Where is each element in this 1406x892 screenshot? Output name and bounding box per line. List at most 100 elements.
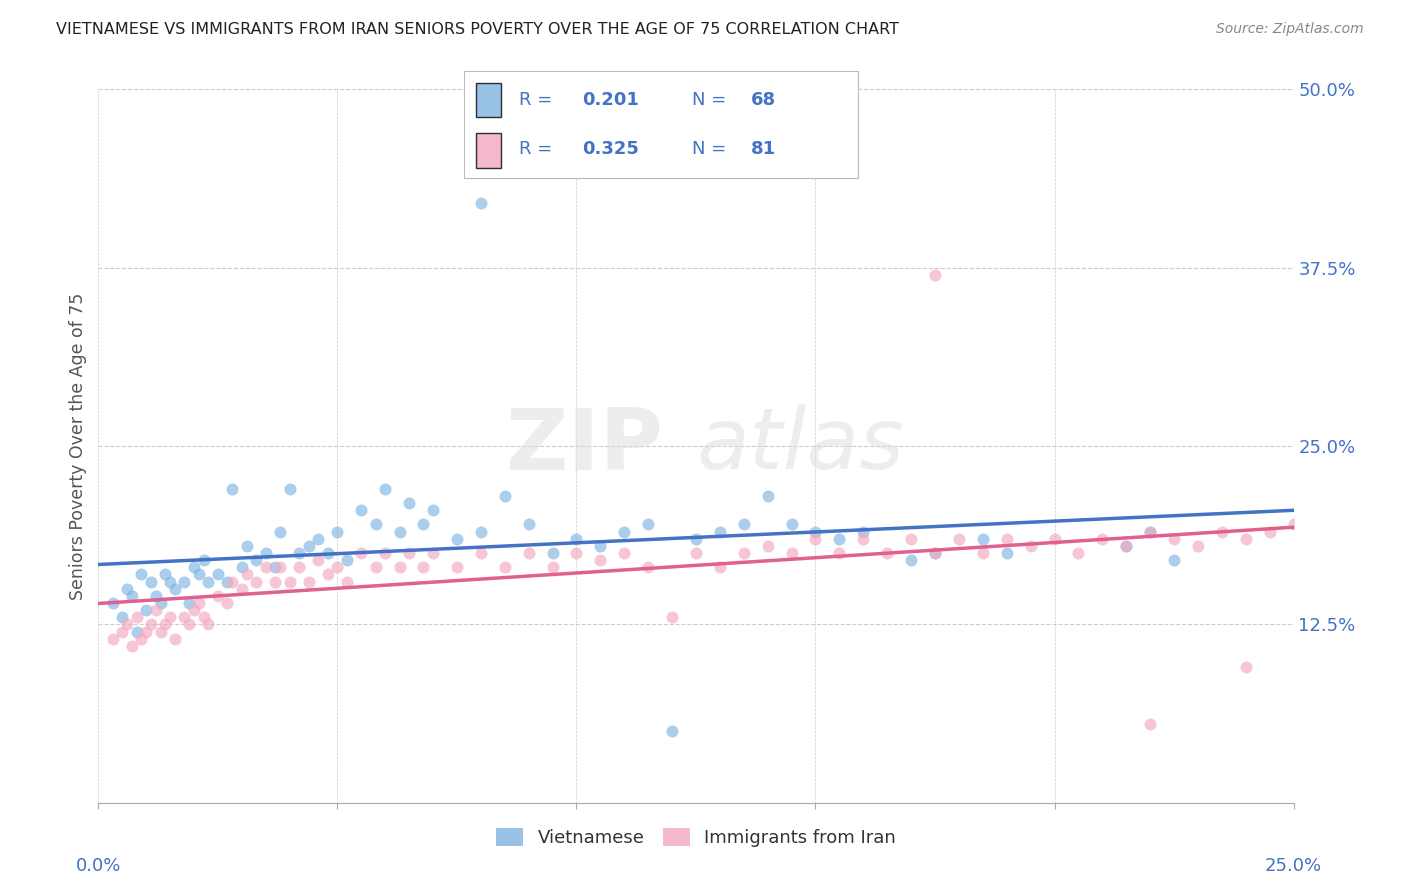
Point	[155, 617, 177, 632]
Point	[111, 624, 134, 639]
Point	[316, 567, 339, 582]
Point	[1234, 660, 1257, 674]
Point	[197, 617, 219, 632]
Point	[613, 546, 636, 560]
Point	[350, 546, 373, 560]
Point	[733, 546, 755, 560]
Point	[307, 532, 329, 546]
Point	[876, 546, 898, 560]
Point	[541, 560, 564, 574]
Point	[637, 517, 659, 532]
Point	[326, 560, 349, 574]
Point	[804, 532, 827, 546]
Point	[972, 532, 994, 546]
Point	[685, 546, 707, 560]
Point	[173, 574, 195, 589]
Point	[613, 524, 636, 539]
FancyBboxPatch shape	[475, 83, 502, 118]
Point	[1115, 539, 1137, 553]
Point	[307, 553, 329, 567]
Legend: Vietnamese, Immigrants from Iran: Vietnamese, Immigrants from Iran	[489, 821, 903, 855]
Point	[995, 532, 1018, 546]
Point	[179, 596, 201, 610]
Point	[972, 546, 994, 560]
Point	[121, 589, 143, 603]
Point	[364, 560, 387, 574]
Point	[336, 553, 359, 567]
Point	[900, 532, 922, 546]
Point	[187, 596, 209, 610]
Point	[316, 546, 339, 560]
Point	[101, 596, 124, 610]
Point	[221, 574, 243, 589]
Point	[187, 567, 209, 582]
Point	[336, 574, 359, 589]
Text: Source: ZipAtlas.com: Source: ZipAtlas.com	[1216, 22, 1364, 37]
Point	[269, 524, 291, 539]
Point	[163, 632, 186, 646]
Point	[589, 539, 612, 553]
Point	[135, 603, 157, 617]
Point	[637, 560, 659, 574]
Point	[1091, 532, 1114, 546]
Point	[398, 496, 420, 510]
Point	[131, 567, 153, 582]
Text: 0.0%: 0.0%	[76, 857, 121, 875]
Point	[422, 546, 444, 560]
Point	[685, 532, 707, 546]
Point	[278, 482, 301, 496]
Point	[231, 560, 253, 574]
Point	[288, 560, 311, 574]
Point	[115, 582, 138, 596]
Point	[828, 546, 851, 560]
Point	[1282, 517, 1305, 532]
Point	[388, 560, 411, 574]
Point	[1234, 532, 1257, 546]
Point	[221, 482, 243, 496]
Point	[183, 560, 205, 574]
Point	[254, 546, 277, 560]
Point	[145, 603, 167, 617]
Point	[412, 517, 434, 532]
Point	[565, 546, 588, 560]
Point	[661, 724, 683, 739]
Point	[121, 639, 143, 653]
Point	[924, 268, 946, 282]
Point	[183, 603, 205, 617]
Point	[709, 524, 731, 539]
Point	[1019, 539, 1042, 553]
Point	[288, 546, 311, 560]
Point	[254, 560, 277, 574]
Point	[207, 567, 229, 582]
Point	[517, 517, 540, 532]
Point	[298, 539, 321, 553]
Point	[517, 546, 540, 560]
Point	[948, 532, 970, 546]
Point	[374, 546, 396, 560]
Text: 25.0%: 25.0%	[1265, 857, 1322, 875]
Point	[852, 524, 875, 539]
Point	[149, 596, 172, 610]
Point	[149, 624, 172, 639]
Point	[1115, 539, 1137, 553]
Point	[709, 560, 731, 574]
Text: R =: R =	[519, 91, 558, 109]
Point	[589, 553, 612, 567]
Point	[245, 574, 267, 589]
Point	[828, 532, 851, 546]
Point	[235, 567, 257, 582]
Point	[139, 574, 162, 589]
Point	[139, 617, 162, 632]
Point	[350, 503, 373, 517]
Text: ZIP: ZIP	[505, 404, 662, 488]
Point	[756, 489, 779, 503]
Point	[298, 574, 321, 589]
Point	[135, 624, 157, 639]
Point	[264, 560, 287, 574]
Point	[145, 589, 167, 603]
Point	[159, 610, 181, 624]
Text: 81: 81	[751, 141, 776, 159]
Text: 68: 68	[751, 91, 776, 109]
Point	[756, 539, 779, 553]
Point	[179, 617, 201, 632]
